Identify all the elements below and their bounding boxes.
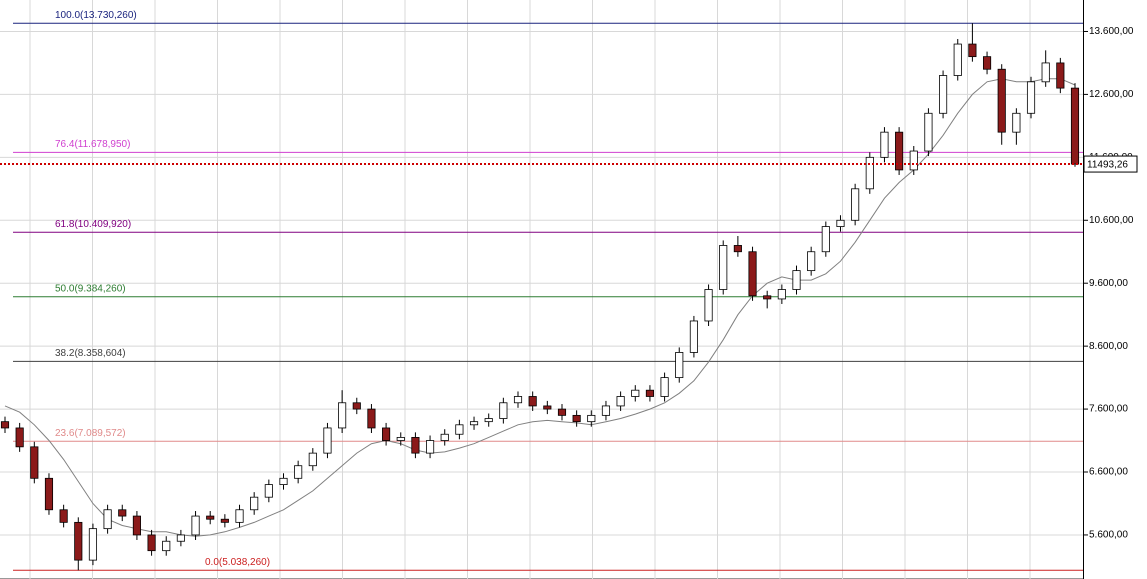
fib-label: 50.0(9.384,260) bbox=[55, 283, 126, 294]
candle-body bbox=[777, 289, 786, 300]
candle-body bbox=[469, 421, 479, 426]
candle-body bbox=[0, 421, 10, 429]
candle-body bbox=[689, 320, 698, 353]
candle-body bbox=[601, 405, 611, 416]
candle-body bbox=[30, 446, 39, 479]
fib-label: 23.6(7.089,572) bbox=[55, 428, 126, 439]
candle-body bbox=[982, 56, 992, 70]
fib-label: 76.4(11.678,950) bbox=[55, 139, 130, 150]
candle-body bbox=[587, 414, 596, 423]
candle-body bbox=[352, 402, 361, 410]
candle-body bbox=[909, 150, 918, 171]
candle-body bbox=[997, 68, 1006, 133]
candle-body bbox=[924, 112, 933, 152]
y-tick-label: 7.600,00 bbox=[1089, 404, 1128, 415]
candle-body bbox=[616, 396, 625, 407]
candle-body bbox=[279, 477, 288, 485]
candle-body bbox=[44, 477, 54, 511]
y-tick-label: 9.600,00 bbox=[1089, 278, 1128, 289]
candle-body bbox=[704, 289, 713, 322]
candle-body bbox=[645, 389, 654, 397]
candle-body bbox=[719, 245, 728, 290]
fib-label: 0.0(5.038,260) bbox=[205, 557, 270, 568]
candle-body bbox=[484, 418, 493, 423]
fib-label: 38.2(8.358,604) bbox=[55, 348, 126, 359]
candle-body bbox=[968, 43, 977, 58]
candle-body bbox=[426, 440, 435, 454]
candle-body bbox=[953, 43, 962, 76]
candle-body bbox=[763, 295, 772, 300]
candle-body bbox=[821, 226, 830, 253]
candle-body bbox=[15, 427, 24, 448]
y-tick-label: 10.600,00 bbox=[1089, 215, 1134, 226]
candle-body bbox=[1026, 81, 1036, 114]
current-price-label: 11493,26 bbox=[1087, 160, 1128, 171]
candle-body bbox=[528, 396, 537, 407]
candle-body bbox=[1041, 62, 1050, 83]
candle-body bbox=[836, 219, 845, 227]
candle-body bbox=[748, 251, 757, 297]
current-price-box bbox=[1083, 155, 1138, 173]
candle-body bbox=[1056, 62, 1065, 89]
candle-body bbox=[733, 245, 742, 253]
fib-label: 61.8(10.409,920) bbox=[55, 219, 131, 230]
candle-body bbox=[557, 408, 567, 416]
candle-body bbox=[440, 433, 449, 441]
candle-body bbox=[103, 509, 112, 530]
candle-body bbox=[880, 131, 889, 158]
candle-body bbox=[88, 528, 98, 561]
fib-label: 100.0(13.730,260) bbox=[55, 10, 137, 21]
candle-body bbox=[59, 509, 68, 523]
candle-body bbox=[851, 188, 860, 221]
candle-body bbox=[323, 427, 332, 454]
candle-body bbox=[367, 408, 376, 429]
candle-body bbox=[147, 534, 156, 552]
candle-body bbox=[132, 515, 141, 536]
candle-body bbox=[74, 521, 83, 561]
candle-body bbox=[411, 436, 420, 454]
y-tick-label: 13.600,00 bbox=[1089, 26, 1134, 37]
y-tick-label: 6.600,00 bbox=[1089, 467, 1128, 478]
candle-body bbox=[308, 452, 317, 467]
candle-body bbox=[162, 540, 171, 552]
y-tick-label: 12.600,00 bbox=[1089, 89, 1134, 100]
candle-body bbox=[338, 402, 347, 429]
y-tick-label: 5.600,00 bbox=[1089, 530, 1128, 541]
candle-body bbox=[675, 352, 684, 379]
candle-body bbox=[235, 509, 244, 523]
candle-body bbox=[264, 484, 273, 498]
candle-body bbox=[118, 509, 127, 517]
candle-body bbox=[191, 515, 200, 536]
candle-body bbox=[396, 436, 405, 441]
candle-body bbox=[176, 534, 185, 542]
y-tick-label: 8.600,00 bbox=[1089, 341, 1128, 352]
candle-body bbox=[807, 251, 816, 272]
candle-body bbox=[660, 377, 669, 397]
candle-body bbox=[220, 518, 229, 523]
candle-body bbox=[939, 75, 948, 114]
candle-body bbox=[1070, 87, 1080, 165]
candle-body bbox=[382, 427, 391, 441]
candle-body bbox=[499, 402, 508, 419]
candle-body bbox=[792, 270, 801, 290]
candle-body bbox=[1012, 112, 1021, 133]
candle-body bbox=[250, 496, 259, 511]
candle-body bbox=[455, 424, 464, 435]
candle-body bbox=[294, 465, 303, 479]
candle-body bbox=[895, 131, 904, 171]
candle-body bbox=[513, 396, 523, 404]
candle-body bbox=[631, 389, 640, 397]
candle-body bbox=[206, 515, 215, 520]
candle-body bbox=[543, 405, 552, 410]
candle-body bbox=[865, 156, 874, 190]
candle-body bbox=[572, 414, 581, 423]
